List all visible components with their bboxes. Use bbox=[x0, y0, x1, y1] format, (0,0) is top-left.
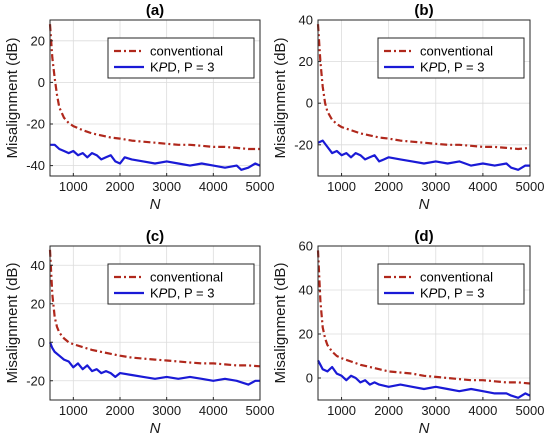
y-tick-label: 0 bbox=[306, 96, 313, 111]
y-axis-label: Misalignment (dB) bbox=[272, 38, 289, 159]
y-tick-label: -20 bbox=[26, 373, 45, 388]
legend-label-conventional: conventional bbox=[150, 44, 223, 59]
x-tick-label: 4000 bbox=[468, 403, 497, 418]
y-tick-label: 40 bbox=[299, 13, 313, 28]
y-tick-label: 20 bbox=[31, 296, 45, 311]
legend-box bbox=[107, 37, 255, 79]
x-tick-label: 5000 bbox=[246, 403, 275, 418]
legend-box bbox=[377, 37, 525, 79]
chart-title: (b) bbox=[414, 2, 433, 19]
y-tick-label: 0 bbox=[38, 335, 45, 350]
x-tick-label: 3000 bbox=[421, 403, 450, 418]
chart-title: (d) bbox=[414, 228, 433, 245]
axes-box bbox=[49, 19, 261, 177]
series-line-conventional bbox=[316, 250, 531, 385]
x-tick-label: 3000 bbox=[152, 179, 181, 194]
series-line-conventional bbox=[48, 249, 261, 368]
series-line-conventional bbox=[48, 24, 260, 151]
x-tick-label: 5000 bbox=[246, 179, 275, 194]
legend-label-kpd: KPD, P = 3 bbox=[420, 286, 484, 301]
y-tick-label: 0 bbox=[38, 75, 45, 90]
legend-box bbox=[377, 263, 525, 305]
x-axis-label: N bbox=[150, 196, 161, 213]
axes-box bbox=[317, 245, 531, 401]
legend-label-conventional: conventional bbox=[420, 270, 493, 285]
x-tick-label: 2000 bbox=[374, 179, 403, 194]
legend-box bbox=[107, 263, 255, 305]
legend-label-conventional: conventional bbox=[420, 44, 493, 59]
chart-panel-2: 1000 2000 3000 4000 5000 -20 0 20 40 (b) N Misalign… bbox=[272, 2, 544, 213]
y-axis-label: Misalignment (dB) bbox=[4, 263, 21, 384]
x-axis-label: N bbox=[419, 420, 430, 437]
x-tick-label: 3000 bbox=[152, 403, 181, 418]
x-tick-label: 1000 bbox=[327, 179, 356, 194]
x-tick-label: 2000 bbox=[106, 403, 135, 418]
x-tick-label: 1000 bbox=[59, 179, 88, 194]
chart-panel-3: 1000 2000 3000 4000 5000 -20 0 20 40 (c) N Misalign… bbox=[4, 228, 274, 437]
y-tick-label: -20 bbox=[26, 117, 45, 132]
x-tick-label: 5000 bbox=[516, 403, 545, 418]
x-tick-label: 4000 bbox=[468, 179, 497, 194]
x-tick-label: 1000 bbox=[327, 403, 356, 418]
series-line-kpd bbox=[317, 359, 531, 399]
legend-label-conventional: conventional bbox=[150, 270, 223, 285]
y-tick-label: 0 bbox=[306, 371, 313, 386]
series-line-kpd bbox=[50, 143, 261, 171]
legend-label-kpd: KPD, P = 3 bbox=[150, 286, 214, 301]
y-tick-label: -20 bbox=[294, 137, 313, 152]
y-tick-label: 40 bbox=[299, 283, 313, 298]
y-tick-label: 40 bbox=[31, 258, 45, 273]
x-tick-label: 1000 bbox=[59, 403, 88, 418]
y-tick-label: 20 bbox=[299, 54, 313, 69]
legend-label-kpd: KPD, P = 3 bbox=[150, 60, 214, 75]
chart-title: (a) bbox=[146, 2, 164, 19]
y-tick-label: 20 bbox=[299, 327, 313, 342]
y-axis-label: Misalignment (dB) bbox=[272, 263, 289, 384]
series-line-kpd bbox=[48, 341, 260, 386]
series-line-kpd bbox=[317, 139, 530, 171]
x-axis-label: N bbox=[150, 420, 161, 437]
y-tick-label: 60 bbox=[299, 239, 313, 254]
x-tick-label: 3000 bbox=[421, 179, 450, 194]
x-tick-label: 4000 bbox=[199, 403, 228, 418]
chart-panel-1: 1000 2000 3000 4000 5000 -40 -20 0 20 (a) N Misalig… bbox=[4, 2, 274, 213]
y-tick-label: 20 bbox=[31, 33, 45, 48]
chart-title: (c) bbox=[146, 228, 164, 245]
y-tick-label: -40 bbox=[26, 158, 45, 173]
axes-box bbox=[317, 19, 531, 177]
x-tick-label: 2000 bbox=[374, 403, 403, 418]
legend-label-kpd: KPD, P = 3 bbox=[420, 60, 484, 75]
x-tick-label: 4000 bbox=[199, 179, 228, 194]
y-axis-label: Misalignment (dB) bbox=[4, 38, 21, 159]
x-tick-label: 2000 bbox=[106, 179, 135, 194]
axes-box bbox=[49, 245, 261, 401]
chart-panel-4: 1000 2000 3000 4000 5000 0 20 40 60 (d) N Misalignm… bbox=[272, 228, 544, 437]
x-axis-label: N bbox=[419, 196, 430, 213]
x-tick-label: 5000 bbox=[516, 179, 545, 194]
